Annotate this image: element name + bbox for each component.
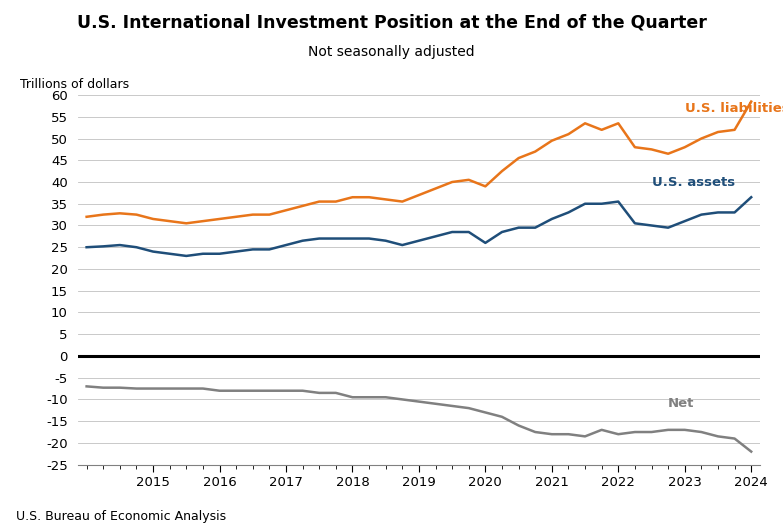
Text: Trillions of dollars: Trillions of dollars	[20, 78, 129, 91]
Text: U.S. assets: U.S. assets	[651, 175, 734, 188]
Text: U.S. International Investment Position at the End of the Quarter: U.S. International Investment Position a…	[77, 13, 706, 31]
Text: U.S. liabilities: U.S. liabilities	[685, 101, 783, 115]
Text: U.S. Bureau of Economic Analysis: U.S. Bureau of Economic Analysis	[16, 510, 226, 523]
Text: Net: Net	[668, 397, 695, 410]
Text: Not seasonally adjusted: Not seasonally adjusted	[309, 45, 474, 59]
